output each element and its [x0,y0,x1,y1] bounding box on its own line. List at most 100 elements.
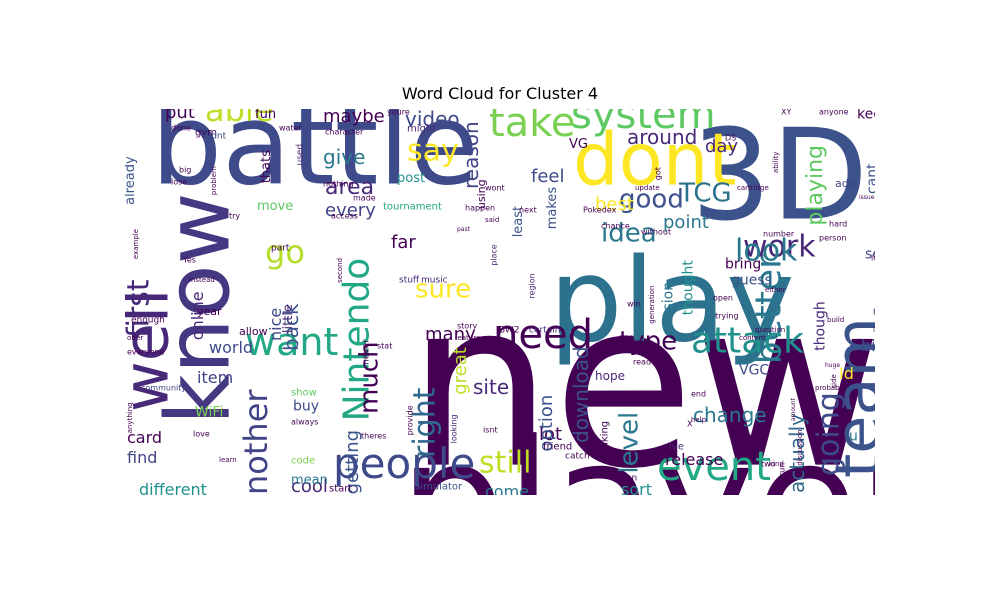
word-two: two [761,460,776,469]
word-type: type [619,326,677,356]
word-good: good [619,184,684,214]
word-add: add [835,177,856,190]
word-u: u [849,429,858,445]
word-playing: playing [803,145,828,226]
word-download: download [569,346,593,443]
word-big: big [179,166,191,175]
word-show: show [291,387,317,398]
word-question: question [755,326,785,334]
word-happen: happen [465,204,495,213]
word-lot: lot [539,424,562,445]
word-little: little [281,304,296,333]
word-content: content [739,334,766,342]
word-hard: hard [829,220,847,229]
word-instead: instead [189,276,215,284]
word-end: end [691,390,706,399]
word-access: access [331,212,358,221]
word-far: far [391,232,416,253]
word-provide: provide [406,405,415,435]
word-music: music [421,276,448,286]
word-offer: offer [127,334,143,342]
word-xy: XY [781,109,791,117]
word-day: day [705,136,738,157]
word-wont: wont [485,184,505,193]
word-place: place [490,244,499,266]
word-gen: Gen [619,474,637,484]
word-post: post [397,171,425,186]
word-much: much [354,341,384,414]
word-stat: stat [377,342,392,351]
word-work: work [743,230,816,265]
word-pokedex: Pokedex [583,206,617,215]
word-tournament: tournament [383,201,442,212]
word-community: community [141,384,186,393]
word-put: put [165,109,195,123]
word-kind: kind [769,460,784,468]
word-away: away [713,356,724,382]
word-read: read [633,358,651,367]
word-bring: bring [725,257,761,273]
word-example: example [132,229,140,259]
word-thought: thought [681,260,697,316]
word-cloud: newplayer 3D battle play know dont team well peo… [125,109,875,495]
word-try: try [229,212,240,221]
word-didnt: didnt [203,132,227,142]
word-better: better [749,254,790,364]
word-area: area [325,175,374,200]
word-mean: mean [291,473,328,488]
word-different: different [139,480,207,495]
word-card: card [127,428,162,447]
word-open: open [713,294,733,303]
word-ds: DS [725,134,736,143]
word-discussion: discussion [796,429,804,465]
word-build: build [827,316,844,324]
word-attack: attack [691,321,804,362]
word-done: done [171,124,191,133]
word-yes: Yes [182,256,196,265]
word-either: either [765,286,786,294]
word-everyone: everyone [127,348,165,357]
word-vgc: VGC [739,363,769,379]
word-getting: getting [342,430,363,494]
word-isnt: isnt [483,426,498,435]
word-win: win [627,300,641,309]
word-look: look [735,234,798,269]
word-find: find [127,448,157,467]
word-nothing: nothing [323,180,354,189]
word-update: update [635,184,660,192]
word-amount: amount [790,397,797,421]
word-sort: sort [621,480,652,495]
word-come: come [485,482,529,495]
word-video: video [405,109,460,131]
word-reason: reason [459,121,483,189]
word-long: long [871,254,875,263]
word-help: help [691,416,707,424]
word-certain: certain [529,326,560,336]
word-able: able [205,109,274,129]
word-character: character [325,128,364,137]
word-version: version [661,282,677,333]
word-trying: trying [715,312,739,321]
word-back: back [279,303,303,351]
word-buy: buy [293,399,319,415]
word-chance: chance [601,222,630,231]
word-take: take [489,109,576,146]
word-online: online [188,291,207,340]
word-ability: ability [772,152,780,173]
word-got: got [654,167,663,180]
word-nintendo: Nintendo [337,258,378,422]
word-run: run [778,463,787,476]
word-enough: enough [131,316,165,326]
word-catch: catch [565,452,590,462]
word-guess: guess [731,273,772,289]
word-cant: cant [865,163,875,194]
word-thats: thats [259,150,274,183]
word-people: people [333,439,475,488]
word-anyone: anyone [819,109,849,117]
word-move: move [257,199,293,214]
word-give: give [323,145,365,169]
word-3d: 3D [691,109,868,249]
word-nice: nice [266,308,285,341]
word-vg: VG [569,137,588,152]
word-never: never [362,339,372,365]
